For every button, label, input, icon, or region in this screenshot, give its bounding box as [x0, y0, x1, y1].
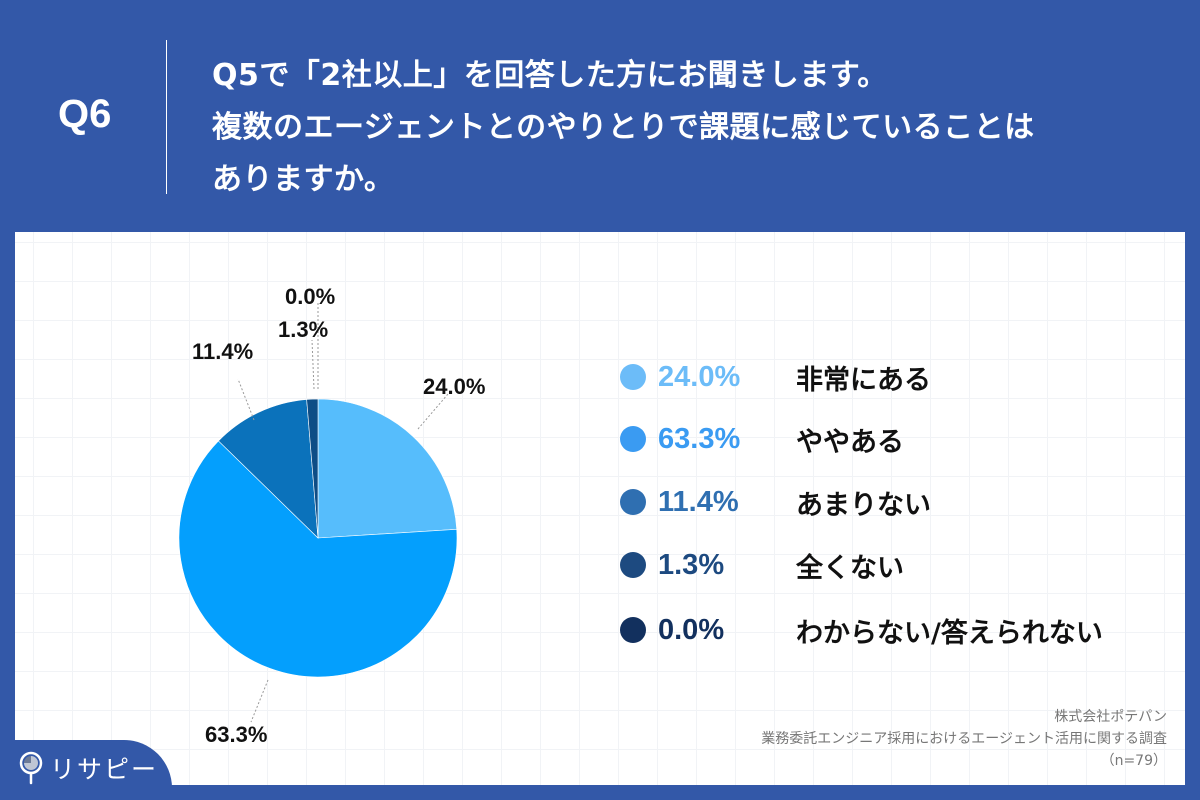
- credit-company: 株式会社ポテパン: [1054, 709, 1167, 725]
- legend-dot-icon: [620, 426, 646, 452]
- pie-label-very: 24.0%: [423, 374, 486, 399]
- legend-label: 非常にある: [796, 364, 931, 396]
- pie-label-somewhat: 63.3%: [205, 722, 268, 747]
- credit-survey: 業務委託エンジニア採用におけるエージェント活用に関する調査: [761, 731, 1167, 747]
- pie-svg: [178, 302, 458, 723]
- legend-dot-icon: [620, 617, 646, 643]
- source-credit: 株式会社ポテパン 業務委託エンジニア採用におけるエージェント活用に関する調査 （…: [761, 706, 1167, 772]
- chart-panel: 24.0% 63.3% 11.4% 1.3% 0.0% 24.0% 非常にある …: [15, 232, 1185, 790]
- pie-label-not-at-all: 1.3%: [278, 317, 329, 342]
- legend-item: 0.0% わからない/答えられない: [620, 610, 1180, 650]
- question-text: Q5で「2社以上」を回答した方にお聞きします。 複数のエージェントとのやりとりで…: [212, 50, 1172, 206]
- leader-line: [250, 679, 269, 723]
- legend-percent: 11.4%: [658, 485, 739, 518]
- bottom-band: [0, 785, 1200, 800]
- pie-slice: [218, 399, 319, 539]
- leader-lines: [237, 302, 449, 723]
- legend-percent: 1.3%: [658, 548, 725, 581]
- legend-item: 1.3% 全くない: [620, 545, 1180, 585]
- brand-logo: リサピー: [18, 748, 158, 788]
- question-number: Q6: [58, 92, 112, 136]
- legend-label: あまりない: [796, 489, 931, 521]
- pie-chart: 24.0% 63.3% 11.4% 1.3% 0.0%: [15, 232, 615, 790]
- credit-sample: （n=79）: [1100, 753, 1167, 769]
- legend-item: 63.3% ややある: [620, 419, 1180, 459]
- pie-slices: [178, 398, 458, 678]
- pie-slice: [178, 440, 458, 678]
- pie-label-unknown: 0.0%: [285, 284, 336, 309]
- logo-tab: [0, 740, 172, 800]
- question-header: Q6 Q5で「2社以上」を回答した方にお聞きします。 複数のエージェントとのやり…: [0, 0, 1200, 232]
- question-line: ありますか。: [212, 162, 395, 197]
- question-line: 複数のエージェントとのやりとりで課題に感じていることは: [212, 110, 1035, 145]
- legend-item: 24.0% 非常にある: [620, 357, 1180, 397]
- leader-line: [237, 378, 255, 421]
- legend-item: 11.4% あまりない: [620, 482, 1180, 522]
- legend-label: 全くない: [796, 552, 904, 584]
- magnifier-pie-icon: [19, 751, 43, 785]
- header-divider: [166, 40, 167, 194]
- pie-label-not-much: 11.4%: [192, 339, 254, 364]
- legend-percent: 0.0%: [658, 613, 725, 646]
- legend-percent: 24.0%: [658, 360, 741, 393]
- legend-label: ややある: [796, 426, 904, 458]
- pie-slice: [306, 398, 319, 539]
- legend-percent: 63.3%: [658, 422, 741, 455]
- pie-slice: [317, 398, 458, 539]
- logo-text: リサピー: [50, 755, 159, 784]
- legend-dot-icon: [620, 364, 646, 390]
- question-line: Q5で「2社以上」を回答した方にお聞きします。: [212, 58, 888, 93]
- legend-label: わからない/答えられない: [796, 617, 1103, 649]
- legend-dot-icon: [620, 552, 646, 578]
- legend-dot-icon: [620, 489, 646, 515]
- leader-line: [311, 339, 315, 390]
